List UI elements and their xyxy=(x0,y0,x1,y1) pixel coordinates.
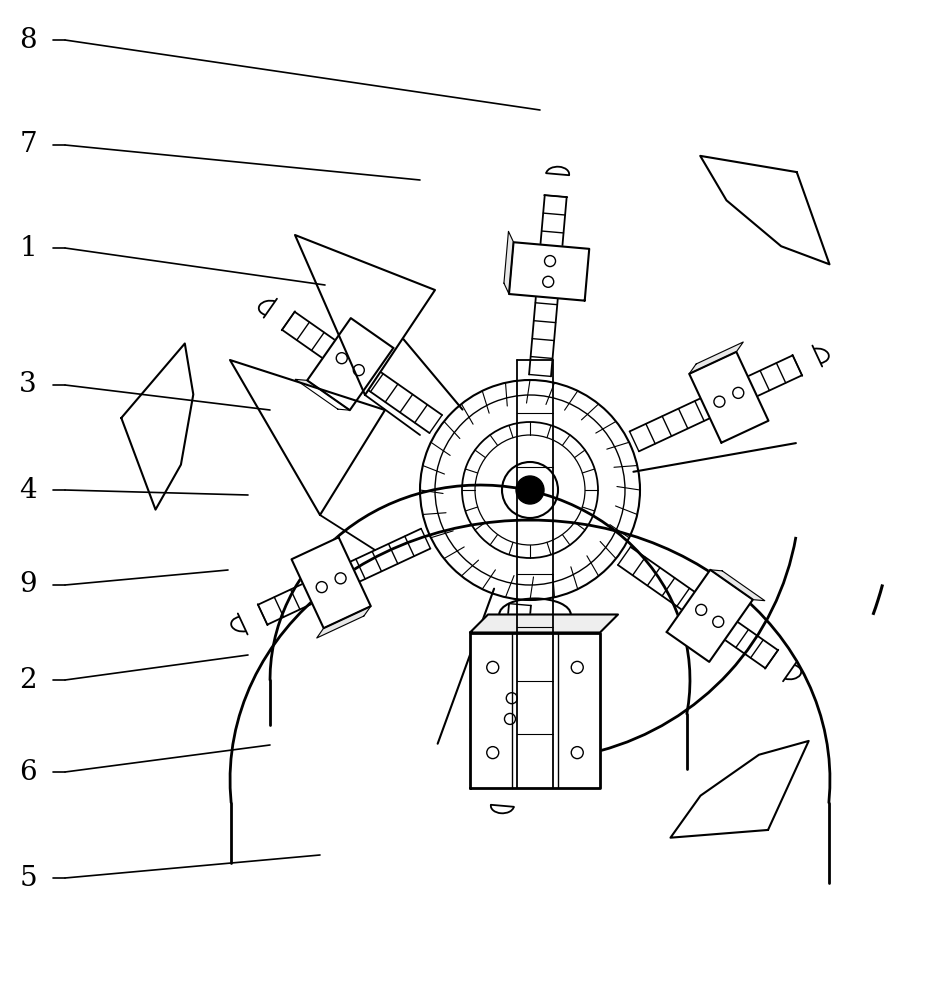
Polygon shape xyxy=(689,352,768,443)
Polygon shape xyxy=(307,318,394,410)
Polygon shape xyxy=(470,614,618,633)
Text: 9: 9 xyxy=(19,572,37,598)
Polygon shape xyxy=(670,741,809,838)
Text: 2: 2 xyxy=(19,666,37,694)
Polygon shape xyxy=(509,242,589,301)
Polygon shape xyxy=(471,679,551,738)
Polygon shape xyxy=(295,235,435,395)
Polygon shape xyxy=(470,633,600,788)
Text: 6: 6 xyxy=(19,758,37,786)
Polygon shape xyxy=(122,343,194,510)
Text: 7: 7 xyxy=(19,131,37,158)
Polygon shape xyxy=(710,570,765,601)
Text: 1: 1 xyxy=(19,234,37,261)
Polygon shape xyxy=(666,570,752,662)
Polygon shape xyxy=(317,606,371,638)
Text: 3: 3 xyxy=(19,371,37,398)
Circle shape xyxy=(516,476,544,504)
Polygon shape xyxy=(547,686,556,749)
Polygon shape xyxy=(292,537,371,628)
Polygon shape xyxy=(689,342,743,374)
Polygon shape xyxy=(230,360,385,515)
Text: 8: 8 xyxy=(19,26,37,53)
Text: 4: 4 xyxy=(19,477,37,504)
Polygon shape xyxy=(295,379,350,410)
Polygon shape xyxy=(700,156,830,264)
Polygon shape xyxy=(504,231,514,294)
Text: 5: 5 xyxy=(19,864,37,892)
